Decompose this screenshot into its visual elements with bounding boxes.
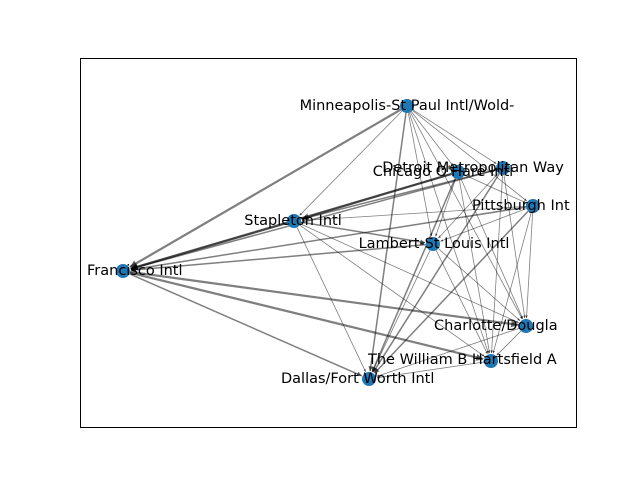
edge-pit-atl [492, 212, 532, 354]
edge-pit-stl [440, 208, 527, 242]
edge-den-stl [300, 221, 426, 245]
edge-dtw-clt [503, 174, 526, 319]
node-label-dfw: Dallas/Fort Worth Intl [281, 371, 434, 387]
edge-sfo-atl [129, 271, 484, 361]
edge-msp-atl [408, 112, 489, 354]
node-label-dtw: Detroit Metropolitan Way [382, 160, 564, 176]
node-clt [519, 319, 533, 333]
node-label-atl: The William B Hartsfield A [367, 352, 557, 368]
edge-msp-den [299, 110, 403, 216]
edge-clt-atl [496, 330, 522, 356]
node-label-msp: Minneapolis-St Paul Intl/Wold- [300, 98, 515, 114]
edge-dtw-dfw [372, 173, 500, 373]
node-label-pit: Pittsburgh Int [472, 198, 570, 214]
node-sfo [116, 264, 130, 278]
edge-dtw-den [301, 168, 497, 221]
node-den [287, 214, 301, 228]
edge-msp-dfw [368, 112, 407, 372]
node-atl [484, 354, 498, 368]
node-dfw [362, 372, 376, 386]
edge-ord-pit [464, 174, 526, 204]
edge-pit-den [301, 206, 527, 222]
edge-msp-ord [410, 111, 454, 166]
node-label-den: Stapleton Intl [244, 213, 341, 229]
edge-ord-stl [435, 178, 457, 237]
edge-pit-clt [525, 212, 533, 319]
edge-den-clt [300, 223, 519, 324]
label-layer: Minneapolis-St Paul Intl/Wold- Detroit Me… [87, 98, 570, 387]
node-ord [451, 165, 465, 179]
node-label-ord: Chicago O'Hare Intl [373, 164, 513, 180]
node-label-clt: Charlotte/Dougla [434, 318, 558, 334]
node-label-stl: Lambert-St Louis Intl [359, 236, 510, 252]
node-pit [526, 199, 540, 213]
edge-clt-dfw [376, 327, 520, 377]
edge-atl-dfw [376, 361, 485, 379]
edge-den-atl [299, 224, 485, 357]
edge-msp-pit [412, 110, 527, 202]
edge-stl-dfw [372, 250, 431, 372]
edge-dtw-atl [490, 174, 503, 354]
node-dtw [496, 161, 510, 175]
edge-msp-clt [409, 112, 523, 320]
edge-ord-den [301, 172, 452, 221]
edge-stl-atl [435, 250, 488, 354]
edge-msp-stl [407, 112, 433, 237]
edge-pit-sfo [130, 206, 527, 272]
node-stl [426, 237, 440, 251]
edge-sfo-clt [129, 270, 519, 328]
edge-stl-clt [438, 248, 521, 321]
edge-den-sfo [130, 221, 288, 271]
edge-stl-sfo [130, 243, 427, 273]
edge-dtw-stl [438, 172, 499, 239]
edge-ord-atl [458, 178, 491, 354]
edge-dtw-sfo [130, 169, 497, 270]
node-msp [400, 99, 414, 113]
edge-msp-sfo [129, 108, 402, 268]
node-label-sfo: Francisco Intl [87, 263, 183, 279]
edge-msp-dtw [412, 109, 497, 165]
node-layer [116, 99, 540, 386]
edge-sfo-dfw [129, 273, 363, 377]
